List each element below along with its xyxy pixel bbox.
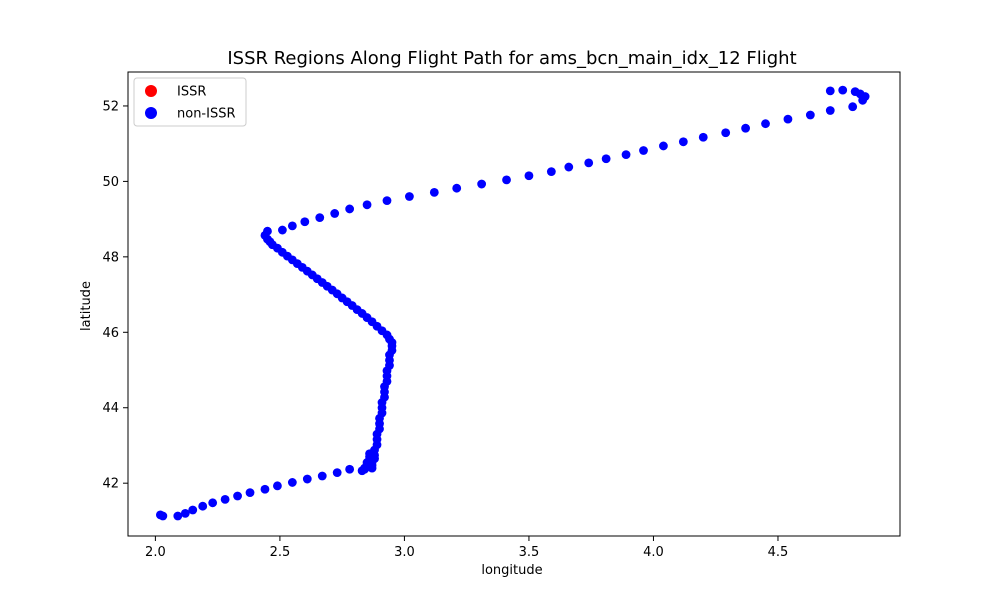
data-point (330, 209, 340, 218)
y-tick-label: 42 (102, 477, 119, 492)
plot-area (127, 71, 901, 537)
data-point (698, 132, 708, 142)
data-point (761, 119, 770, 129)
data-point (848, 102, 858, 112)
x-tick-label: 2.0 (145, 545, 166, 560)
data-point (678, 137, 688, 147)
data-point (838, 85, 848, 95)
data-point (639, 146, 648, 155)
y-axis: 42 44 46 48 50 52 (102, 99, 128, 492)
x-tick-label: 3.0 (394, 545, 415, 560)
data-point (208, 498, 218, 508)
data-point (564, 162, 574, 172)
data-point (357, 466, 367, 476)
data-point (546, 167, 556, 176)
x-axis: 2.0 2.5 3.0 3.5 4.0 4.5 (145, 536, 788, 560)
data-point (362, 200, 372, 210)
data-point (601, 154, 611, 164)
x-tick-label: 2.5 (270, 545, 291, 560)
data-point (300, 217, 310, 227)
legend-label: ISSR (177, 85, 206, 100)
data-point (502, 175, 511, 185)
data-point (260, 484, 270, 494)
data-point (805, 110, 815, 120)
legend-marker (145, 85, 157, 97)
data-point (584, 158, 594, 168)
legend: ISSR non-ISSR (133, 77, 247, 127)
data-point (173, 511, 183, 521)
data-point (220, 495, 230, 504)
data-point (452, 183, 462, 193)
data-point (825, 86, 835, 96)
legend-label: non-ISSR (177, 107, 236, 122)
y-tick-label: 46 (102, 326, 119, 341)
data-point (287, 221, 297, 231)
plot-frame (127, 71, 901, 537)
data-point (721, 128, 731, 138)
data-point (155, 510, 165, 520)
y-tick-label: 52 (102, 99, 119, 114)
series-non-ISSR (155, 85, 870, 521)
data-point (621, 150, 631, 160)
data-point (783, 114, 793, 124)
data-point (382, 196, 392, 206)
data-point (332, 468, 342, 478)
data-point (850, 87, 860, 97)
data-point (315, 213, 325, 223)
chart-title: ISSR Regions Along Flight Path for ams_b… (227, 48, 796, 69)
x-tick-label: 3.5 (519, 545, 540, 560)
data-point (524, 171, 534, 181)
data-point (825, 106, 835, 115)
data-point (180, 508, 190, 518)
data-point (429, 187, 439, 197)
data-point (405, 192, 414, 201)
data-point (741, 123, 750, 133)
y-tick-label: 50 (102, 175, 119, 190)
legend-marker (145, 107, 157, 119)
data-point (198, 501, 208, 511)
data-point (245, 488, 255, 498)
y-tick-label: 44 (102, 401, 119, 416)
x-axis-label: longitude (481, 563, 542, 578)
y-tick-label: 48 (102, 250, 119, 265)
data-point (659, 141, 668, 151)
x-tick-label: 4.5 (768, 545, 789, 560)
x-tick-label: 4.0 (643, 545, 664, 560)
data-point (345, 464, 355, 474)
y-axis-label: latitude (79, 281, 94, 331)
data-point (188, 505, 198, 515)
data-point (287, 478, 297, 487)
data-point (273, 481, 282, 491)
data-point (233, 491, 242, 501)
data-point (278, 225, 287, 235)
data-point (345, 204, 355, 214)
legend-box (133, 77, 247, 127)
data-point (302, 474, 312, 484)
data-point (477, 179, 487, 189)
data-point (317, 471, 327, 481)
